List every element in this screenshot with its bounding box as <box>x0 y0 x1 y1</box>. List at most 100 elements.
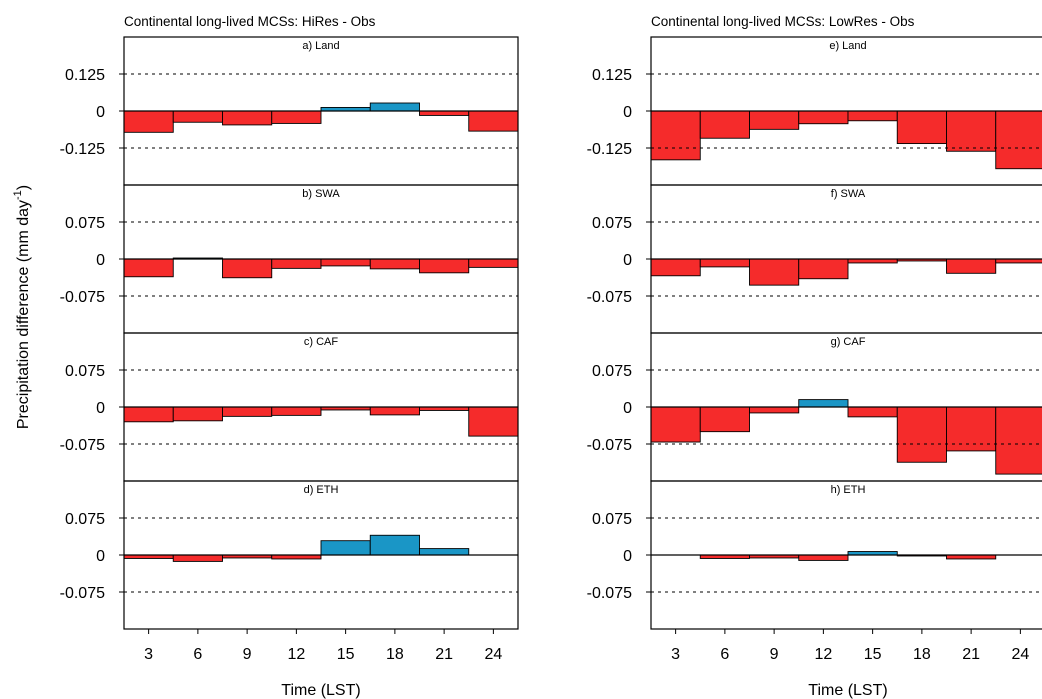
panel-frame <box>650 480 1042 630</box>
y-tick-label: 0.075 <box>592 363 632 380</box>
y-tick-label: -0.125 <box>60 141 105 158</box>
x-tick-label: 15 <box>337 646 355 663</box>
bar <box>699 406 750 433</box>
bar <box>749 258 800 286</box>
y-tick-label: 0 <box>96 104 105 121</box>
panel-label: g) CAF <box>831 336 866 348</box>
y-tick-label: -0.075 <box>587 289 632 306</box>
y-tick-label: -0.075 <box>587 437 632 454</box>
bar <box>369 406 420 416</box>
bar <box>749 406 800 414</box>
chart-title: Continental long-lived MCSs: LowRes - Ob… <box>651 14 915 29</box>
panel-label: a) Land <box>302 40 339 52</box>
y-tick-label: 0 <box>96 548 105 565</box>
bar <box>419 548 470 556</box>
bar <box>222 110 273 126</box>
y-tick-label: 0 <box>96 400 105 417</box>
y-tick-label: 0 <box>623 548 632 565</box>
x-tick-label: 24 <box>484 646 502 663</box>
y-tick-label: -0.075 <box>60 437 105 454</box>
y-axis-title-main: Precipitation difference (mm day <box>15 200 32 429</box>
x-tick-label: 21 <box>962 646 980 663</box>
x-axis-title: Time (LST) <box>808 682 887 699</box>
text-layer: Continental long-lived MCSs: HiRes - Obs… <box>60 14 1030 699</box>
x-tick-label: 24 <box>1011 646 1029 663</box>
bar <box>468 258 519 268</box>
chart-title: Continental long-lived MCSs: HiRes - Obs <box>124 14 376 29</box>
bar <box>172 554 223 562</box>
bar <box>271 110 322 124</box>
y-tick-label: 0 <box>623 400 632 417</box>
bar <box>798 554 849 561</box>
bar <box>172 110 223 123</box>
reference-lines-layer <box>119 73 1042 634</box>
bars-layer <box>123 102 1042 562</box>
bar <box>946 258 997 274</box>
panel-frame <box>123 480 519 630</box>
panel-label: b) SWA <box>302 188 340 200</box>
panel-label: e) Land <box>829 40 866 52</box>
y-tick-label: 0.125 <box>592 67 632 84</box>
x-tick-label: 15 <box>864 646 882 663</box>
x-tick-label: 12 <box>814 646 832 663</box>
bar <box>798 399 849 408</box>
y-tick-label: 0.075 <box>65 215 105 232</box>
bar <box>847 110 898 122</box>
y-tick-label: 0.075 <box>65 363 105 380</box>
bar <box>369 102 420 112</box>
x-tick-label: 6 <box>720 646 729 663</box>
x-axis-title: Time (LST) <box>281 682 360 699</box>
y-tick-label: -0.075 <box>60 289 105 306</box>
x-tick-label: 18 <box>386 646 404 663</box>
y-tick-label: 0.125 <box>65 67 105 84</box>
panel-label: c) CAF <box>304 336 339 348</box>
y-tick-label: -0.075 <box>587 585 632 602</box>
panel-label: d) ETH <box>304 484 339 496</box>
bar <box>123 258 174 278</box>
bar <box>320 258 371 267</box>
bar <box>271 258 322 269</box>
bar <box>123 406 174 423</box>
y-tick-label: 0.075 <box>592 511 632 528</box>
bar <box>699 110 750 139</box>
bar <box>995 110 1042 170</box>
bar <box>320 540 371 556</box>
y-tick-label: 0 <box>623 104 632 121</box>
bar <box>369 258 420 270</box>
bar <box>419 110 470 116</box>
bar <box>847 406 898 418</box>
panel-label: h) ETH <box>831 484 866 496</box>
bar <box>699 258 750 268</box>
bar <box>271 406 322 416</box>
bar <box>650 258 701 277</box>
bar <box>946 110 997 152</box>
bar <box>468 406 519 437</box>
y-tick-label: 0.075 <box>592 215 632 232</box>
bar <box>369 534 420 556</box>
y-tick-label: -0.125 <box>587 141 632 158</box>
x-tick-label: 6 <box>193 646 202 663</box>
y-tick-label: -0.075 <box>60 585 105 602</box>
x-tick-label: 9 <box>243 646 252 663</box>
y-axis-title-superscript: -1 <box>12 190 24 200</box>
bar <box>650 110 701 161</box>
panel-frames-layer <box>123 36 1042 630</box>
y-tick-label: 0 <box>96 252 105 269</box>
bar <box>749 110 800 130</box>
y-tick-label: 0.075 <box>65 511 105 528</box>
bar <box>468 110 519 132</box>
x-tick-label: 21 <box>435 646 453 663</box>
bar <box>172 406 223 422</box>
bar <box>222 406 273 417</box>
y-tick-label: 0 <box>623 252 632 269</box>
x-tick-label: 18 <box>913 646 931 663</box>
panel-label: f) SWA <box>831 188 866 200</box>
y-axis-title-tail: ) <box>15 185 32 190</box>
bar <box>995 406 1042 475</box>
bar <box>419 258 470 274</box>
bar <box>650 406 701 443</box>
bar <box>896 406 947 463</box>
x-tick-label: 12 <box>287 646 305 663</box>
bar <box>123 110 174 133</box>
